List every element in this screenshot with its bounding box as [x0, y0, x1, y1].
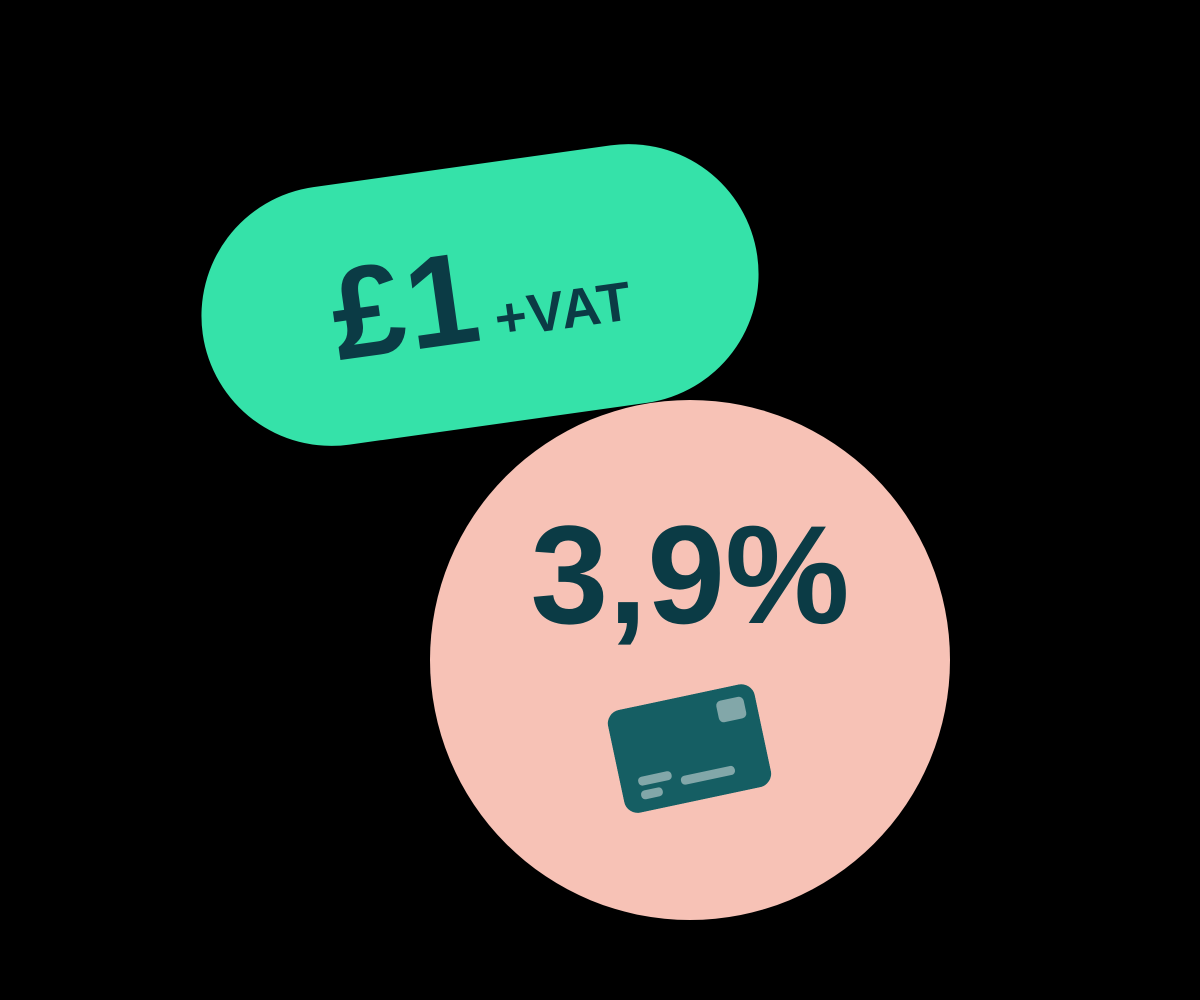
- vat-label: +VAT: [490, 268, 636, 351]
- credit-card-icon: [605, 682, 775, 821]
- price-value: £1: [322, 221, 490, 390]
- percent-value: 3,9%: [530, 494, 849, 656]
- rate-circle: 3,9%: [430, 400, 950, 920]
- price-text: £1 +VAT: [322, 200, 639, 390]
